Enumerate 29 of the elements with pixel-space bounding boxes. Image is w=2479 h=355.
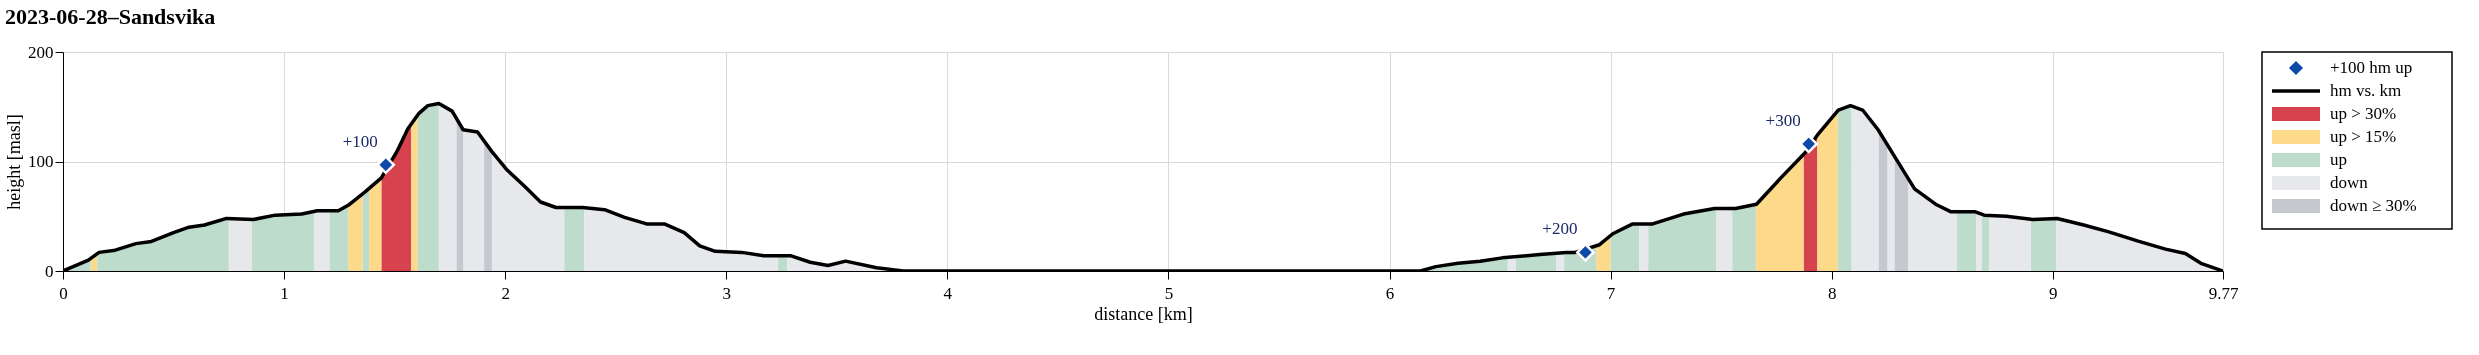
x-tick-label: 5 bbox=[1164, 283, 1174, 303]
annotation: +100 bbox=[342, 131, 378, 151]
legend-label: hm vs. km bbox=[2330, 81, 2402, 100]
point bbox=[1799, 134, 1818, 154]
legend-label: up > 30% bbox=[2330, 104, 2397, 123]
legend-label: up > 15% bbox=[2330, 127, 2397, 146]
x-tick-label: 4 bbox=[943, 283, 953, 303]
y-tick-label: 100 bbox=[28, 152, 54, 171]
legend-label: down ≥ 30% bbox=[2330, 196, 2417, 215]
legend-label: down bbox=[2330, 173, 2369, 192]
x-tick-label: 3 bbox=[722, 283, 731, 303]
x-tick-label: 0 bbox=[59, 283, 68, 303]
x-axis-title: distance [km] bbox=[1094, 303, 1193, 324]
x-tick-label: 6 bbox=[1385, 283, 1395, 303]
chart-title: 2023-06-28–Sandsvika bbox=[5, 3, 216, 29]
point bbox=[376, 155, 396, 175]
x-tick-label: 9 bbox=[2049, 283, 2058, 303]
x-tick-label: 2 bbox=[501, 283, 510, 303]
y-tick-label: 200 bbox=[28, 42, 54, 62]
x-tick-label: 7 bbox=[1606, 283, 1616, 303]
y-axis-title: height [masl] bbox=[4, 114, 24, 210]
legend-label: +100 hm up bbox=[2330, 58, 2413, 77]
x-tick-label: 1 bbox=[280, 283, 289, 303]
annotation: +200 bbox=[1542, 219, 1578, 239]
x-tick-label: 8 bbox=[1827, 283, 1837, 303]
y-tick-label: 0 bbox=[45, 261, 54, 281]
legend-label: up bbox=[2330, 150, 2347, 169]
annotation: +300 bbox=[1765, 110, 1801, 130]
x-tick-label: 9.77 bbox=[2208, 283, 2239, 303]
